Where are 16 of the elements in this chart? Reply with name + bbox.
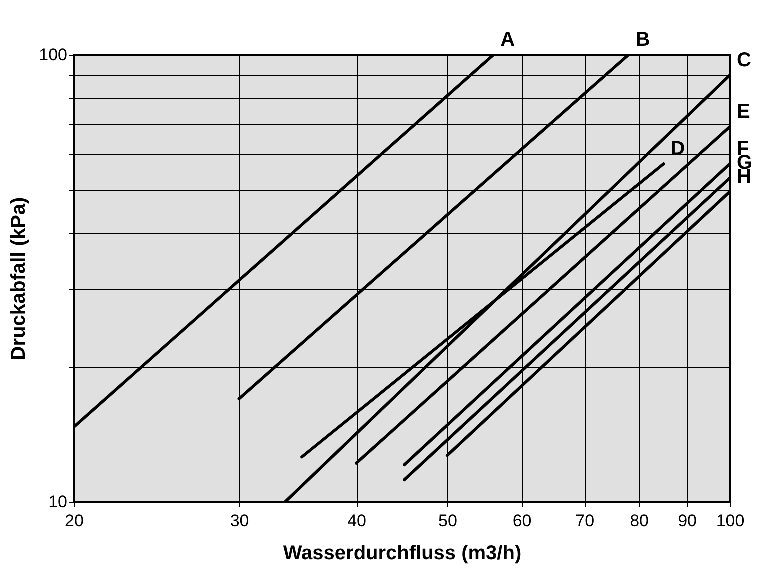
x-tick-label: 20 [65,512,84,530]
x-tick-label: 100 [716,512,745,530]
x-tick-label: 90 [678,512,698,530]
series-label: A [500,29,516,51]
x-axis-title: Wasserdurchfluss (m3/h) [283,542,522,564]
series-label: C [737,49,752,72]
x-tick-label: 50 [438,512,458,530]
x-tick-label: 30 [230,512,250,530]
y-axis-title: Druckabfall (kPa) [8,197,30,361]
series-label: B [636,29,650,51]
series-label: E [737,101,750,124]
x-tick-label: 70 [576,512,595,530]
x-tick-label: 40 [348,512,366,530]
x-tick-label: 60 [512,512,532,530]
x-tick-label: 80 [630,512,650,530]
y-tick-label: 10 [48,492,68,512]
